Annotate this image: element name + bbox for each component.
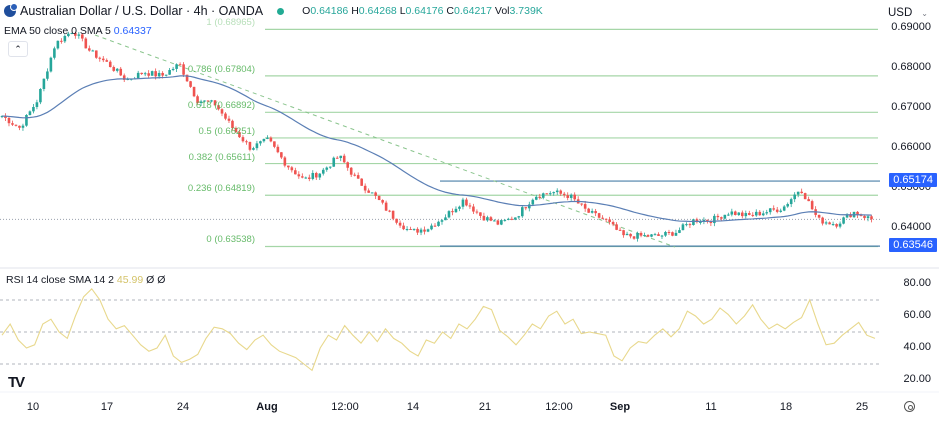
time-axis-label: 21 bbox=[478, 401, 492, 413]
time-axis-label: 12:00 bbox=[545, 401, 573, 413]
time-axis-label: 25 bbox=[855, 401, 869, 413]
time-axis-label: 14 bbox=[406, 401, 420, 413]
chevron-down-icon: ⌄ bbox=[921, 8, 928, 18]
ema-legend[interactable]: EMA 50 close 0 SMA 5 0.64337 bbox=[4, 25, 152, 37]
time-axis-label: 12:00 bbox=[331, 401, 359, 413]
settings-gear-icon[interactable] bbox=[904, 401, 915, 412]
time-axis-label: Sep bbox=[609, 401, 631, 413]
time-axis-label: 18 bbox=[779, 401, 793, 413]
fib-level-label: 0.786 (0.67804) bbox=[187, 63, 255, 75]
tradingview-logo[interactable]: TV bbox=[8, 374, 25, 391]
close-value: 0.64217 bbox=[454, 5, 492, 17]
rsi-axis-label: 60.00 bbox=[903, 309, 931, 321]
symbol-title[interactable]: Australian Dollar / U.S. Dollar · 4h · O… bbox=[20, 4, 264, 18]
symbol-header: Australian Dollar / U.S. Dollar · 4h · O… bbox=[4, 3, 543, 18]
price-level-tag[interactable]: 0.65174 bbox=[889, 173, 937, 188]
chevron-up-icon: ⌃ bbox=[14, 44, 22, 54]
rsi-axis-label: 20.00 bbox=[903, 373, 931, 385]
collapse-legend-button[interactable]: ⌃ bbox=[8, 41, 28, 57]
aud-flag-icon bbox=[4, 3, 18, 17]
price-axis-label: 0.64000 bbox=[891, 221, 931, 233]
rsi-value: 45.99 bbox=[116, 274, 144, 286]
currency-selector[interactable]: USD ⌄ bbox=[884, 4, 932, 22]
currency-label: USD bbox=[888, 7, 913, 19]
price-axis-label: 0.66000 bbox=[891, 141, 931, 153]
time-axis-label: 11 bbox=[705, 401, 717, 413]
rsi-legend[interactable]: RSI 14 close SMA 14 2 45.99 Ø Ø bbox=[6, 274, 166, 286]
rsi-axis-label: 80.00 bbox=[903, 277, 931, 289]
open-value: 0.64186 bbox=[310, 5, 349, 17]
time-axis-label: Aug bbox=[256, 401, 278, 413]
rsi-label: RSI 14 close SMA 14 2 bbox=[6, 274, 114, 286]
low-value: 0.64176 bbox=[405, 5, 444, 17]
ohlc-values: O0.64186 H0.64268 L0.64176 C0.64217 Vol3… bbox=[302, 5, 543, 17]
time-axis-label: 10 bbox=[26, 401, 40, 413]
fib-level-label: 0.382 (0.65611) bbox=[188, 151, 255, 163]
market-status-dot-icon bbox=[277, 7, 285, 15]
fib-level-label: 0.236 (0.64819) bbox=[187, 183, 255, 195]
price-axis-label: 0.69000 bbox=[891, 21, 931, 33]
fib-level-label: 0.5 (0.66251) bbox=[198, 125, 255, 137]
price-axis-label: 0.68000 bbox=[891, 61, 931, 73]
price-axis-label: 0.67000 bbox=[891, 101, 931, 113]
rsi-axis-label: 40.00 bbox=[903, 341, 931, 353]
time-axis-label: 24 bbox=[176, 401, 190, 413]
fib-level-label: 0 (0.63538) bbox=[206, 234, 255, 246]
time-axis-label: 17 bbox=[100, 401, 114, 413]
ema-label: EMA 50 close 0 SMA 5 bbox=[4, 25, 111, 37]
ema-value: 0.64337 bbox=[113, 25, 152, 37]
volume-value: 3.739K bbox=[509, 5, 543, 17]
price-level-tag[interactable]: 0.63546 bbox=[889, 238, 937, 253]
fib-level-label: 0.618 (0.66892) bbox=[187, 100, 255, 112]
high-value: 0.64268 bbox=[358, 5, 397, 17]
fib-level-label: 1 (0.68965) bbox=[206, 17, 255, 29]
